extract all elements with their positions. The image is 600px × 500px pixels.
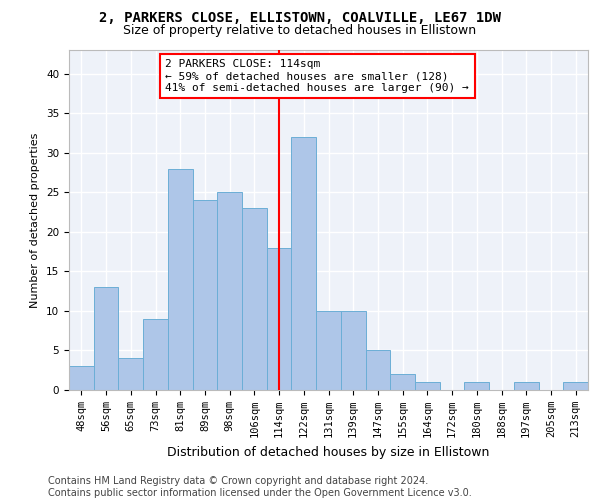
Bar bbox=[118, 358, 143, 390]
Bar bbox=[292, 137, 316, 390]
Bar bbox=[143, 319, 168, 390]
Y-axis label: Number of detached properties: Number of detached properties bbox=[31, 132, 40, 308]
Bar bbox=[316, 311, 341, 390]
Text: 2 PARKERS CLOSE: 114sqm
← 59% of detached houses are smaller (128)
41% of semi-d: 2 PARKERS CLOSE: 114sqm ← 59% of detache… bbox=[166, 60, 469, 92]
Bar bbox=[94, 287, 118, 390]
Bar bbox=[217, 192, 242, 390]
Bar bbox=[341, 311, 365, 390]
Bar bbox=[563, 382, 588, 390]
Bar bbox=[267, 248, 292, 390]
Bar bbox=[415, 382, 440, 390]
Text: Size of property relative to detached houses in Ellistown: Size of property relative to detached ho… bbox=[124, 24, 476, 37]
X-axis label: Distribution of detached houses by size in Ellistown: Distribution of detached houses by size … bbox=[167, 446, 490, 458]
Text: 2, PARKERS CLOSE, ELLISTOWN, COALVILLE, LE67 1DW: 2, PARKERS CLOSE, ELLISTOWN, COALVILLE, … bbox=[99, 12, 501, 26]
Bar bbox=[168, 168, 193, 390]
Bar bbox=[390, 374, 415, 390]
Text: Contains HM Land Registry data © Crown copyright and database right 2024.
Contai: Contains HM Land Registry data © Crown c… bbox=[48, 476, 472, 498]
Bar bbox=[365, 350, 390, 390]
Bar bbox=[193, 200, 217, 390]
Bar bbox=[514, 382, 539, 390]
Bar bbox=[464, 382, 489, 390]
Bar bbox=[242, 208, 267, 390]
Bar bbox=[69, 366, 94, 390]
